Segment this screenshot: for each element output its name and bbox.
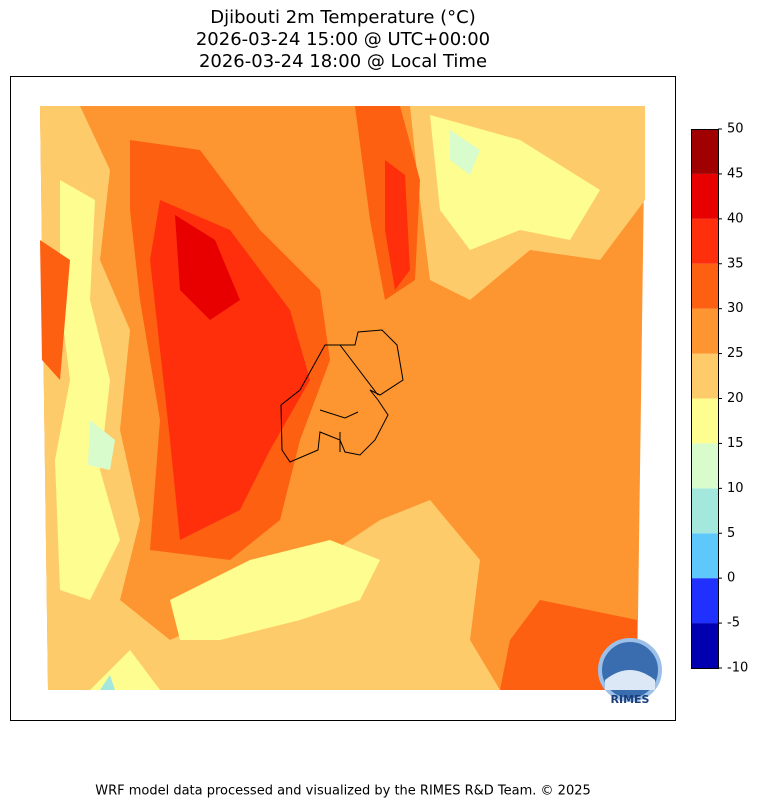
colorbar-bin <box>691 263 718 309</box>
colorbar-bin <box>691 173 718 219</box>
footer: WRF model data processed and visualized … <box>95 784 591 799</box>
colorbar-frame <box>691 129 719 669</box>
colorbar-bin <box>691 218 718 264</box>
colorbar-tick-label: -10 <box>727 661 748 676</box>
colorbar-bin <box>691 398 718 444</box>
colorbar-tick-label: 25 <box>727 346 744 361</box>
colorbar-bin <box>691 443 718 489</box>
colorbar-tick-label: 45 <box>727 166 744 181</box>
colorbar-tick-label: 50 <box>727 122 744 137</box>
colorbar-bin <box>691 308 718 354</box>
colorbar-bin <box>691 488 718 534</box>
colorbar-bin <box>691 578 718 624</box>
colorbar-tick-label: 30 <box>727 301 744 316</box>
colorbar-bin <box>691 353 718 399</box>
logo: RIMES <box>598 638 662 706</box>
colorbar-tick-label: 5 <box>727 526 735 541</box>
title-line: 2026-03-24 18:00 @ Local Time <box>199 51 487 72</box>
colorbar-tick-label: 0 <box>727 571 735 586</box>
country-border <box>280 329 404 463</box>
colorbar-bin <box>691 129 718 174</box>
colorbar-tick-label: 35 <box>727 256 744 271</box>
title-line: 2026-03-24 15:00 @ UTC+00:00 <box>196 29 490 50</box>
colorbar-tick-label: 15 <box>727 436 744 451</box>
colorbar-tick-label: 10 <box>727 481 744 496</box>
colorbar-tick-label: 20 <box>727 391 744 406</box>
logo-text: RIMES <box>611 693 650 706</box>
colorbar-tick-label: 40 <box>727 211 744 226</box>
colorbar-tick-label: -5 <box>727 616 740 631</box>
title-line: Djibouti 2m Temperature (°C) <box>210 7 476 28</box>
temperature-field <box>40 106 645 690</box>
colorbar-bin <box>691 623 718 668</box>
colorbar-bin <box>691 533 718 579</box>
